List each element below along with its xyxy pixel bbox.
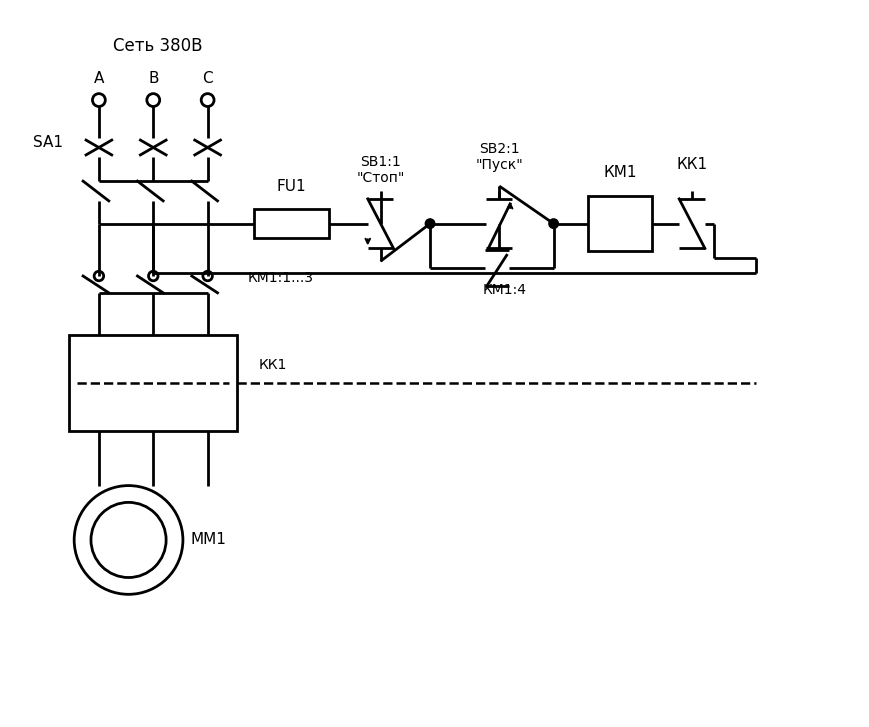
Text: ММ1: ММ1 [191, 532, 227, 547]
Text: КМ1: КМ1 [604, 165, 637, 180]
Text: КК1: КК1 [259, 358, 288, 372]
Bar [70, 335, 237, 431]
Text: В: В [148, 71, 158, 86]
Text: "Стоп": "Стоп" [356, 171, 405, 185]
Circle shape [74, 486, 182, 595]
Text: SB1:1: SB1:1 [361, 156, 401, 169]
Bar [254, 209, 329, 238]
Text: КМ1:1...3: КМ1:1...3 [247, 271, 313, 285]
Text: Сеть 380В: Сеть 380В [114, 36, 203, 55]
Circle shape [91, 502, 166, 577]
Text: FU1: FU1 [277, 179, 307, 193]
Text: С: С [202, 71, 213, 86]
Text: КК1: КК1 [676, 157, 707, 172]
Text: SA1: SA1 [34, 135, 63, 150]
Text: КМ1:4: КМ1:4 [482, 283, 527, 297]
Circle shape [549, 219, 559, 228]
Circle shape [425, 219, 434, 228]
Text: "Пуск": "Пуск" [475, 158, 523, 172]
Text: А: А [94, 71, 104, 86]
Text: SB2:1: SB2:1 [479, 142, 520, 156]
Bar [588, 196, 653, 252]
